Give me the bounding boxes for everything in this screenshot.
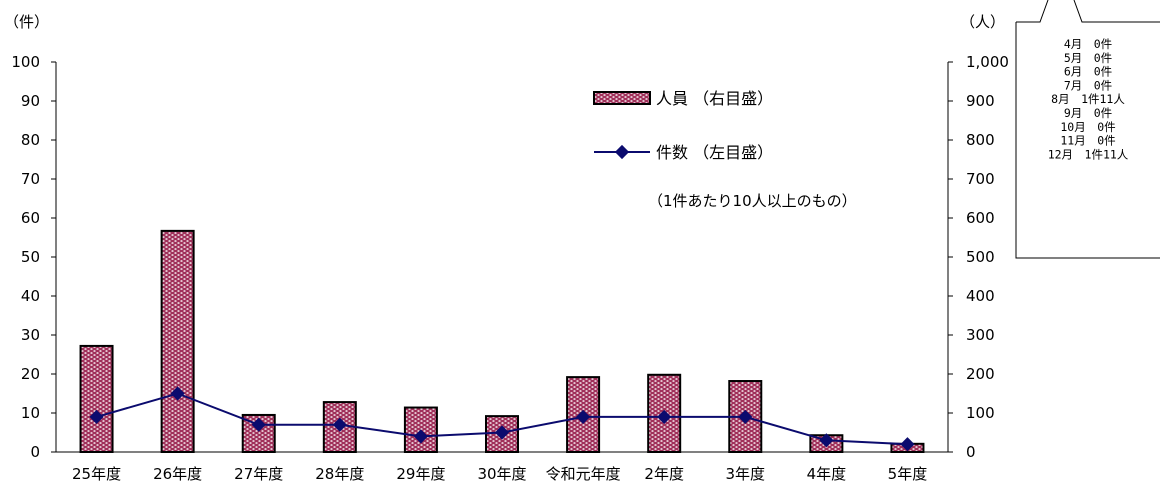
right-tick-label: 300: [966, 326, 995, 344]
left-tick-label: 100: [11, 53, 40, 71]
category-label: 令和元年度: [546, 465, 621, 483]
left-tick-label: 20: [21, 365, 40, 383]
left-tick-label: 90: [21, 92, 40, 110]
bar: [160, 229, 195, 453]
right-tick-label: 400: [966, 287, 995, 305]
line-point: [900, 437, 915, 452]
left-tick-label: 60: [21, 209, 40, 227]
line-point: [251, 417, 266, 432]
right-tick-label: 100: [966, 404, 995, 422]
legend-bar-swatch: [593, 91, 651, 105]
right-tick-label: 1,000: [966, 53, 1009, 71]
bar: [79, 344, 114, 454]
left-tick-label: 80: [21, 131, 40, 149]
category-label: 5年度: [888, 465, 928, 483]
left-axis-ticks: 0 10 20 30 40 50 60 70 80 90 100: [11, 53, 56, 461]
legend-diamond-marker: [614, 144, 630, 160]
callout-line: 12月 1件11人: [1048, 147, 1129, 161]
right-tick-label: 800: [966, 131, 995, 149]
category-label: 30年度: [477, 465, 526, 483]
callout-line: 7月 0件: [1064, 78, 1112, 92]
legend-line-label: 件数 （左目盛）: [656, 143, 773, 162]
line-point: [494, 425, 510, 440]
callout-border: [1015, 0, 1160, 259]
category-label: 28年度: [315, 465, 364, 483]
category-label: 25年度: [72, 465, 121, 483]
line-point: [738, 409, 753, 424]
left-tick-label: 70: [21, 170, 40, 188]
bar-series: [79, 229, 925, 454]
callout-line: 5月 0件: [1064, 51, 1112, 65]
right-axis-ticks: 0 100 200 300 400 500 600 700 800 900 1,000: [948, 53, 1009, 461]
right-tick-label: 900: [966, 92, 995, 110]
right-tick-label: 600: [966, 209, 995, 227]
category-label: 26年度: [153, 465, 202, 483]
line-point: [89, 409, 104, 424]
line-point: [332, 417, 347, 432]
line-point: [657, 409, 672, 424]
callout-line: 6月 0件: [1064, 65, 1112, 79]
callout-line: 10月 0件: [1060, 120, 1115, 134]
line-point: [819, 433, 834, 448]
left-tick-label: 30: [21, 326, 40, 344]
category-label: 27年度: [234, 465, 283, 483]
line-series: [89, 386, 915, 452]
line-point: [170, 386, 185, 401]
legend-bar-label: 人員 （右目盛）: [656, 89, 773, 108]
category-label: 4年度: [807, 465, 847, 483]
chart-note: （1件あたり10人以上のもの）: [648, 192, 857, 210]
right-tick-label: 500: [966, 248, 995, 266]
right-tick-label: 0: [966, 443, 976, 461]
legend: 人員 （右目盛） 件数 （左目盛）: [593, 89, 773, 162]
line-point: [413, 429, 428, 444]
left-tick-label: 0: [30, 443, 40, 461]
right-axis-unit: （人）: [960, 13, 1005, 31]
category-label: 3年度: [725, 465, 765, 483]
callout-line: 11月 0件: [1060, 134, 1115, 148]
category-label: 2年度: [644, 465, 684, 483]
left-tick-label: 40: [21, 287, 40, 305]
callout-line: 4月 0件: [1064, 37, 1112, 51]
bar: [403, 406, 438, 454]
right-tick-label: 700: [966, 170, 995, 188]
left-axis-unit: （件）: [4, 13, 49, 31]
left-tick-label: 10: [21, 404, 40, 422]
callout-line: 8月 1件11人: [1051, 92, 1125, 106]
callout-line: 9月 0件: [1064, 106, 1112, 120]
line-point: [576, 409, 591, 424]
left-tick-label: 50: [21, 248, 40, 266]
category-labels: 25年度 26年度 27年度 28年度 29年度 30年度 令和元年度 2年度 3年度 4年度 5年…: [72, 465, 927, 483]
category-label: 29年度: [396, 465, 445, 483]
right-tick-label: 200: [966, 365, 995, 383]
